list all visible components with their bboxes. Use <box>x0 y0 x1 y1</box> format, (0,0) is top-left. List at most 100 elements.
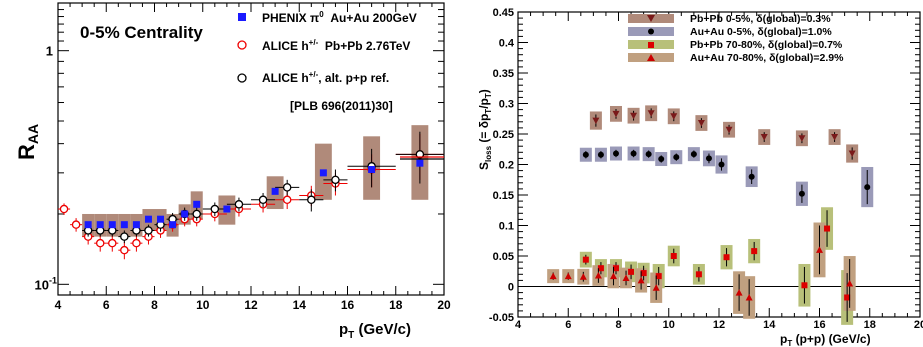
auau-central-point <box>748 173 755 180</box>
rlegend-entry-3: Au+Au 70-80%, δ(global)=2.9% <box>690 52 844 64</box>
pbpb-peripheral-point <box>801 282 808 289</box>
auau-central-point <box>690 151 697 158</box>
right-y-tick-label: 0.4 <box>499 38 515 50</box>
right-x-tick-label: 16 <box>813 319 825 331</box>
pbpb-peripheral-point <box>751 248 758 255</box>
rlegend-entry-0: Pb+Pb 0-5%, δ(global)=0.3% <box>690 13 831 25</box>
pbpb-peripheral-point <box>640 270 647 277</box>
right-x-tick-label: 18 <box>864 319 876 331</box>
phenix-point <box>193 200 201 208</box>
right-y-tick-label: -0.05 <box>489 312 514 324</box>
legend-alice-alt-sup: +/- <box>309 70 319 79</box>
pbpb-central-point <box>612 110 620 118</box>
right-y-tick-label: 0 <box>508 282 514 294</box>
pbpb-peripheral-point <box>628 268 635 275</box>
auau-peripheral-point <box>622 274 630 281</box>
right-x-tick-label: 6 <box>565 319 571 331</box>
alice-point <box>120 245 129 255</box>
legend-entry-alice-alt: ALICE h+/-, alt. p+p ref. <box>262 70 389 85</box>
auau-peripheral-point <box>594 272 602 279</box>
alice-alt-point <box>415 150 425 159</box>
legend-alice-rest: Pb+Pb 2.76TeV <box>318 39 410 53</box>
phenix-point <box>181 210 189 218</box>
auau-peripheral-point <box>609 272 617 280</box>
auau-central-point <box>612 150 619 157</box>
pbpb-peripheral-point <box>824 225 831 232</box>
legend-marker-alice <box>237 40 247 50</box>
left-chart-title: 0-5% Centrality <box>80 23 203 42</box>
auau-peripheral-point <box>579 273 587 280</box>
left-sys-boxes <box>82 125 429 237</box>
legend-entry-alice: ALICE h+/- Pb+Pb 2.76TeV <box>262 38 410 53</box>
pbpb-central-point <box>630 112 638 120</box>
left-x-tick-label: 14 <box>293 298 307 312</box>
phenix-point <box>96 221 104 229</box>
auau-peripheral-point <box>549 272 557 280</box>
pbpb-peripheral-point <box>695 271 702 278</box>
alice-point <box>59 204 69 214</box>
right-y-tick-label: 0.1 <box>499 221 514 233</box>
alice-point <box>132 238 141 248</box>
phenix-point <box>132 221 140 229</box>
right-x-tick-label: 4 <box>515 319 522 331</box>
left-y-axis-label: RAA <box>14 124 41 160</box>
left-x-tick-label: 4 <box>55 298 62 312</box>
legend-alice-alt-rest: , alt. p+p ref. <box>318 71 389 85</box>
rlegend-marker-2 <box>648 42 654 48</box>
alice-point <box>282 195 292 205</box>
auau-peripheral-point <box>846 279 854 287</box>
left-x-axis-label: pT (GeV/c) <box>339 321 411 341</box>
right-chart-panel: 4 6 8 10 12 14 16 18 20 -0.05 0 0.05 0.1 0.15 0.2 0.25 0… <box>477 7 923 347</box>
pbpb-peripheral-point <box>723 254 730 261</box>
legend-alice-sup: +/- <box>309 38 319 47</box>
right-sys-boxes <box>547 105 874 325</box>
alice-alt-point <box>210 204 220 214</box>
left-x-tick-label: 12 <box>244 298 258 312</box>
auau-central-point <box>658 156 665 163</box>
auau-central-point <box>673 154 680 161</box>
right-x-axis-label: pT (p+p) (GeV/c) <box>780 332 871 347</box>
alice-point <box>95 238 105 248</box>
pbpb-peripheral-point <box>597 265 604 272</box>
phenix-point <box>319 169 327 177</box>
alice-alt-point <box>192 209 201 219</box>
rlegend-marker-3 <box>647 54 655 61</box>
auau-central-point <box>582 151 589 158</box>
right-y-tick-label: 0.2 <box>499 160 514 172</box>
pbpb-central-point <box>831 134 839 141</box>
phenix-point <box>144 215 152 223</box>
pbpb-central-point <box>848 150 856 158</box>
left-x-tick-label: 10 <box>196 298 210 312</box>
phenix-point <box>84 221 92 229</box>
pbpb-peripheral-point <box>582 256 589 263</box>
alice-point <box>71 220 81 229</box>
left-y-tick-label: 10-1 <box>35 275 57 292</box>
legend-entry-phenix: PHENIX π0 Au+Au 200GeV <box>262 10 417 25</box>
right-x-tick-label: 14 <box>763 319 776 331</box>
auau-peripheral-point <box>652 284 660 291</box>
alice-alt-point <box>331 175 340 185</box>
alice-alt-point <box>120 232 129 241</box>
right-data-marks <box>549 108 871 322</box>
left-y-tick-label: 1 <box>46 44 53 59</box>
pbpb-peripheral-point <box>612 265 619 272</box>
left-x-tick-label: 20 <box>437 298 451 312</box>
auau-central-point <box>597 151 604 158</box>
auau-central-point <box>864 184 871 191</box>
legend-reference: [PLB 696(2011)30] <box>290 99 393 113</box>
phenix-point <box>108 221 116 229</box>
pbpb-central-point <box>760 134 768 141</box>
legend-alice-alt-main: ALICE h <box>262 71 309 85</box>
rlegend-entry-2: Pb+Pb 70-80%, δ(global)=0.7% <box>690 39 843 51</box>
left-x-tick-label: 18 <box>389 298 403 312</box>
alice-alt-point <box>282 183 292 192</box>
pbpb-central-point <box>647 110 655 117</box>
right-y-tick-label: 0.35 <box>493 68 514 80</box>
legend-marker-alice-alt <box>237 73 247 83</box>
pbpb-central-point <box>592 117 600 125</box>
pbpb-central-point <box>798 135 806 142</box>
auau-peripheral-point <box>816 246 823 253</box>
auau-central-point <box>705 155 712 162</box>
right-x-tick-label: 10 <box>663 319 675 331</box>
